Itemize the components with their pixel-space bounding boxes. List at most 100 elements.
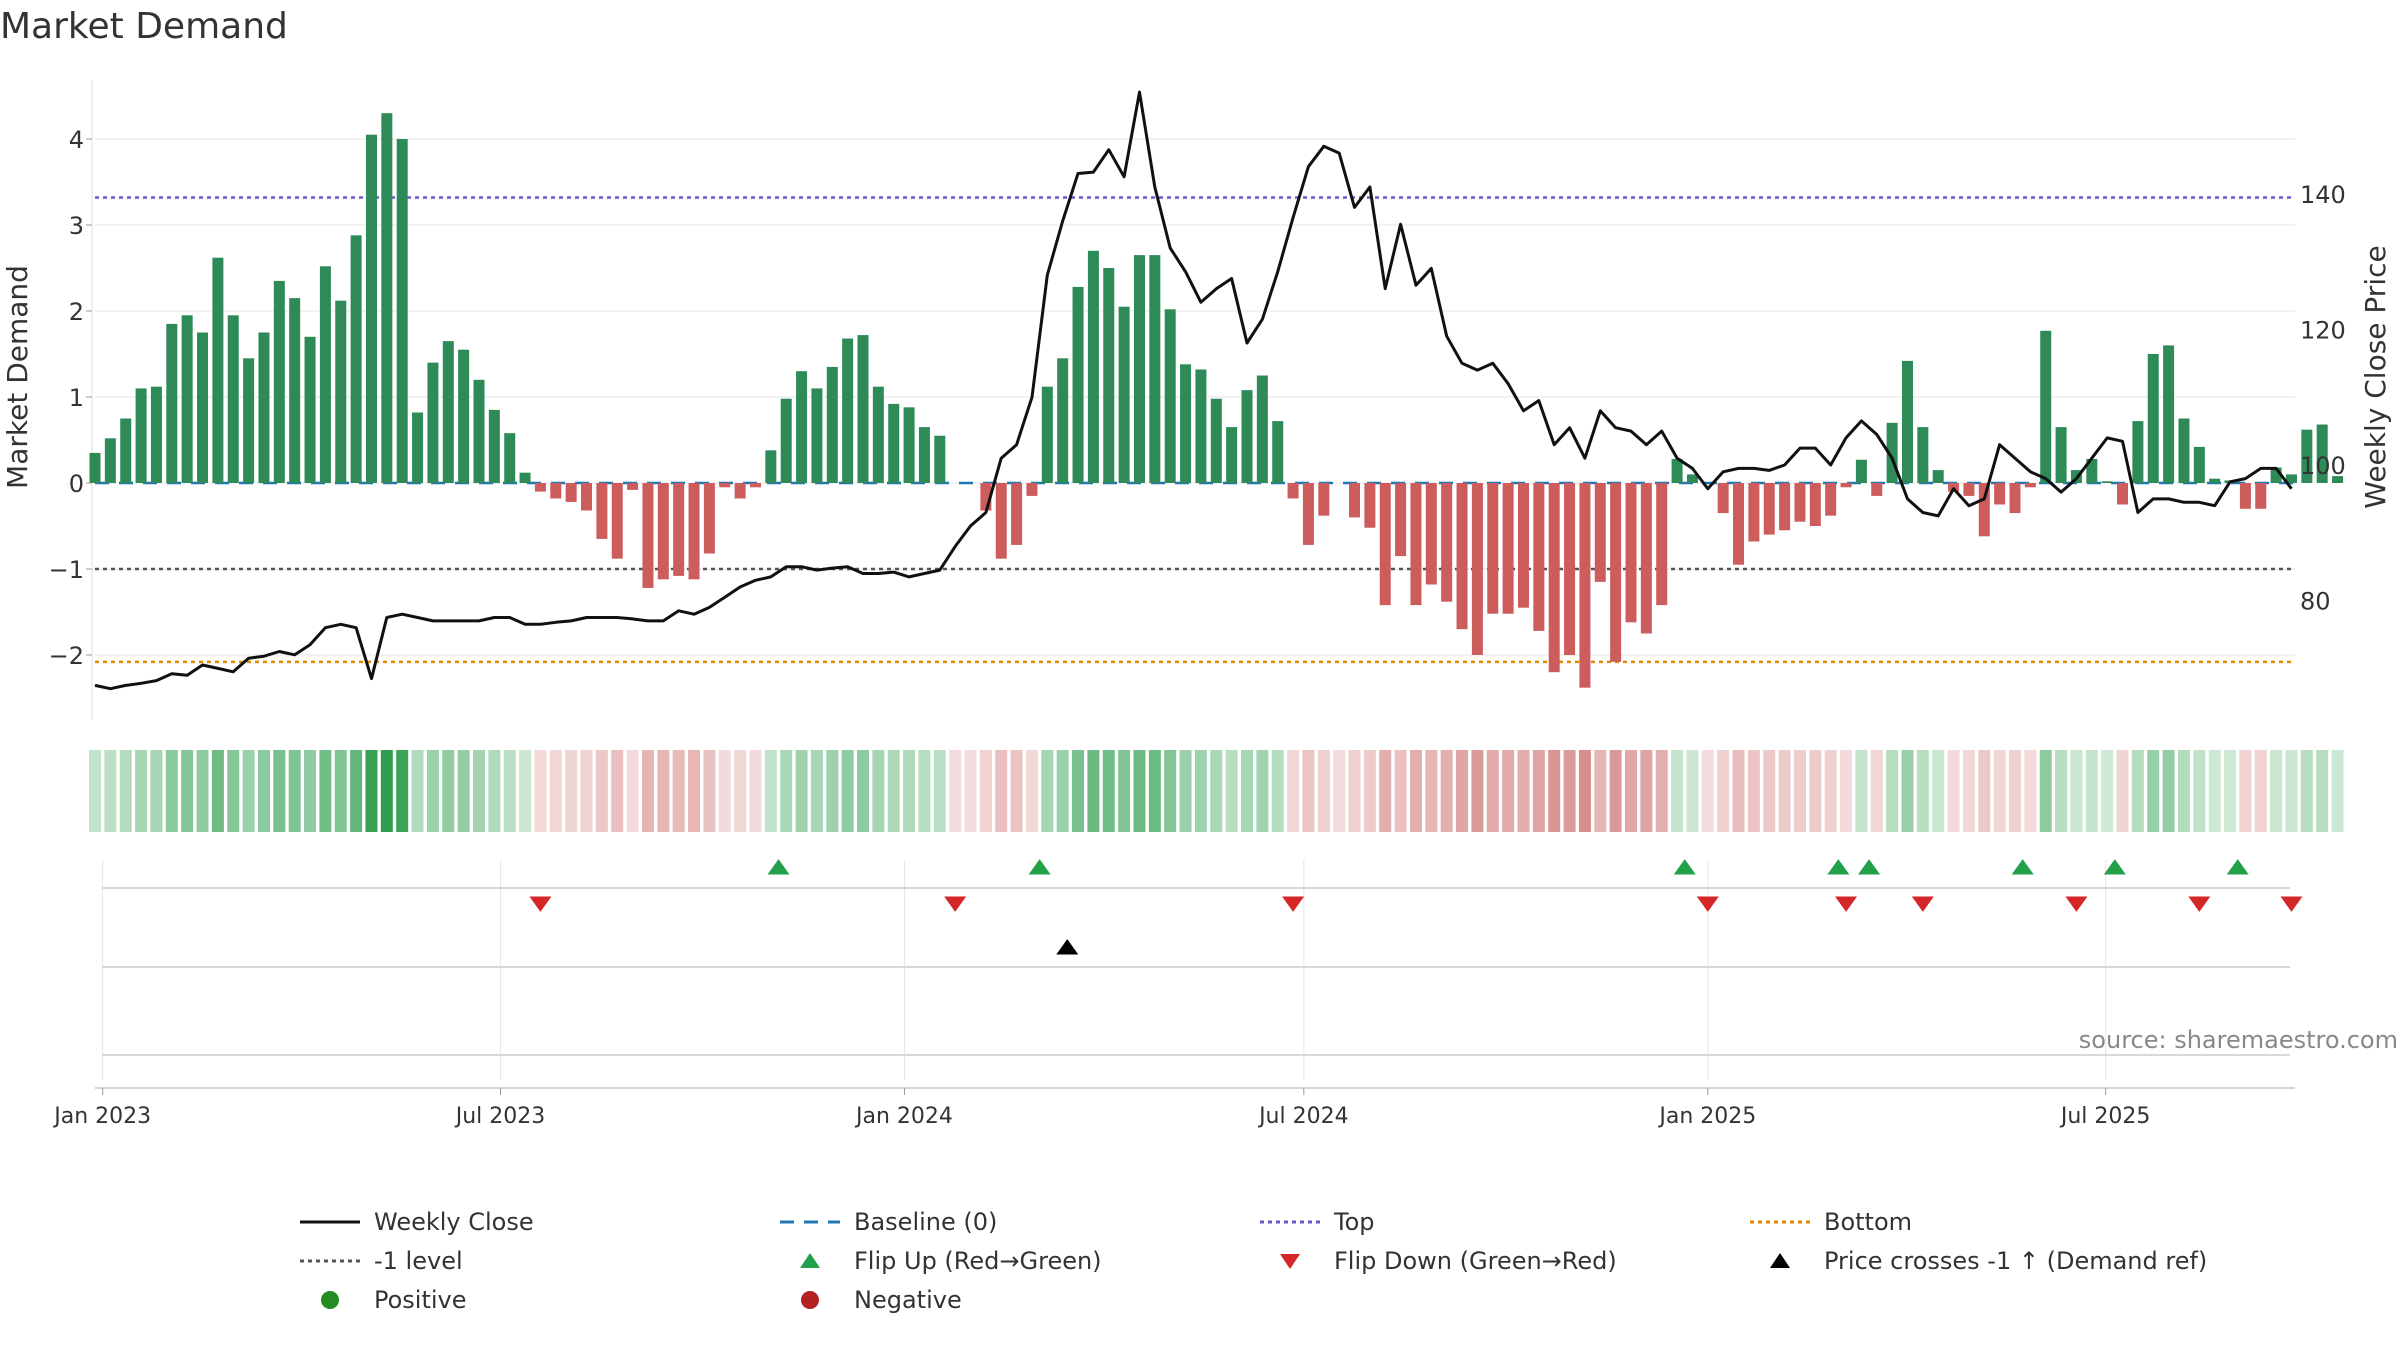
- demand-bar: [1733, 483, 1745, 565]
- demand-bar: [2117, 483, 2129, 505]
- demand-bar: [1087, 250, 1099, 483]
- heat-cell: [1379, 750, 1392, 832]
- heat-cell: [1717, 750, 1730, 832]
- heat-cell: [764, 750, 777, 832]
- y-axis-ticks: −2 −1 0 1 2 3 4: [49, 126, 92, 670]
- heat-cell: [1747, 750, 1760, 832]
- legend-swatch: [801, 1291, 819, 1309]
- heat-cell: [1978, 750, 1991, 832]
- demand-bar: [2101, 481, 2113, 483]
- demand-bar: [1917, 427, 1929, 483]
- heat-cell: [2254, 750, 2267, 832]
- demand-bar: [150, 386, 162, 483]
- heat-cell: [334, 750, 347, 832]
- heat-cell: [641, 750, 654, 832]
- heat-cell: [1809, 750, 1822, 832]
- heat-cell: [672, 750, 685, 832]
- heat-cell: [1947, 750, 1960, 832]
- heat-cell: [1671, 750, 1684, 832]
- flip-up-marker: [2011, 859, 2034, 875]
- demand-bar: [1256, 375, 1268, 483]
- heat-cell: [1609, 750, 1622, 832]
- demand-bar: [2163, 345, 2175, 483]
- heat-cell: [1194, 750, 1207, 832]
- demand-bar: [2086, 458, 2098, 483]
- legend-item: Top: [1260, 1208, 1375, 1236]
- flip-up-marker: [1673, 859, 1696, 875]
- demand-bar: [1349, 483, 1361, 518]
- demand-bar: [934, 435, 946, 483]
- reference-lines: [95, 196, 2295, 664]
- heat-cell: [196, 750, 209, 832]
- heat-cell: [964, 750, 977, 832]
- legend-label: Flip Down (Green→Red): [1334, 1247, 1617, 1275]
- demand-bar: [458, 349, 470, 483]
- y2-axis-ticks: 80 100 120 140: [2300, 181, 2346, 616]
- heat-cell: [1517, 750, 1530, 832]
- demand-bar: [1594, 483, 1606, 582]
- legend-item: Weekly Close: [300, 1208, 534, 1236]
- demand-bar: [1564, 483, 1576, 655]
- heat-cell: [2208, 750, 2221, 832]
- demand-bar: [227, 315, 239, 483]
- source-text: source: sharemaestro.com: [2079, 1026, 2398, 1054]
- heat-cell: [473, 750, 485, 832]
- heat-cell: [734, 750, 747, 832]
- heat-cell: [135, 750, 148, 832]
- event-markers: [95, 859, 2303, 1089]
- heat-cell: [1486, 750, 1499, 832]
- heat-cell: [2300, 750, 2313, 832]
- heat-cell: [1840, 750, 1853, 832]
- heat-cell: [2131, 750, 2144, 832]
- demand-bar: [2285, 474, 2297, 483]
- heat-cell: [1886, 750, 1899, 832]
- demand-bar: [1809, 483, 1821, 526]
- heat-cell: [857, 750, 869, 832]
- heat-cell: [1916, 750, 1929, 832]
- heat-cell: [1625, 750, 1637, 832]
- flip-down-marker: [1696, 896, 1719, 912]
- heat-cell: [595, 750, 608, 832]
- demand-bar: [1226, 427, 1238, 483]
- demand-bar: [1072, 286, 1084, 483]
- heat-cell: [1655, 750, 1668, 832]
- demand-bar: [181, 315, 193, 483]
- heat-cell: [1425, 750, 1438, 832]
- heat-cell: [503, 750, 516, 832]
- demand-bar: [104, 438, 116, 483]
- y-tick-label: −1: [49, 556, 84, 584]
- heat-cell: [841, 750, 854, 832]
- demand-bar: [1272, 421, 1284, 483]
- demand-bar: [442, 341, 454, 483]
- demand-bar: [1610, 483, 1622, 662]
- demand-bar: [627, 483, 639, 490]
- legend-item: Flip Down (Green→Red): [1260, 1247, 1617, 1275]
- heat-cell: [1317, 750, 1330, 832]
- flip-up-marker: [1028, 859, 1051, 875]
- demand-bar: [980, 483, 992, 511]
- demand-bar: [1441, 483, 1453, 602]
- heat-cell: [2316, 750, 2329, 832]
- heat-cell: [1087, 750, 1100, 832]
- demand-bar: [719, 483, 731, 488]
- y2-tick-label: 100: [2300, 452, 2346, 480]
- heat-cell: [89, 750, 101, 832]
- heat-cell: [1287, 750, 1300, 832]
- x-axis-ticks: Jan 2023 Jul 2023 Jan 2024 Jul 2024 Jan 2025…: [52, 1088, 2150, 1129]
- demand-bar: [1517, 483, 1529, 608]
- demand-bar: [365, 134, 377, 483]
- heat-cell: [1578, 750, 1591, 832]
- heat-cell: [1778, 750, 1791, 832]
- legend-swatch: [1770, 1253, 1790, 1268]
- heat-cell: [903, 750, 916, 832]
- heat-cell: [979, 750, 992, 832]
- demand-bar: [565, 483, 577, 502]
- y-tick-label: 1: [69, 384, 84, 412]
- heat-cell: [1225, 750, 1238, 832]
- demand-bar: [2024, 483, 2036, 488]
- heat-cell: [319, 750, 332, 832]
- heat-cell: [304, 750, 317, 832]
- x-tick-label: Jul 2025: [2059, 1104, 2151, 1129]
- main-grid: [91, 80, 2295, 720]
